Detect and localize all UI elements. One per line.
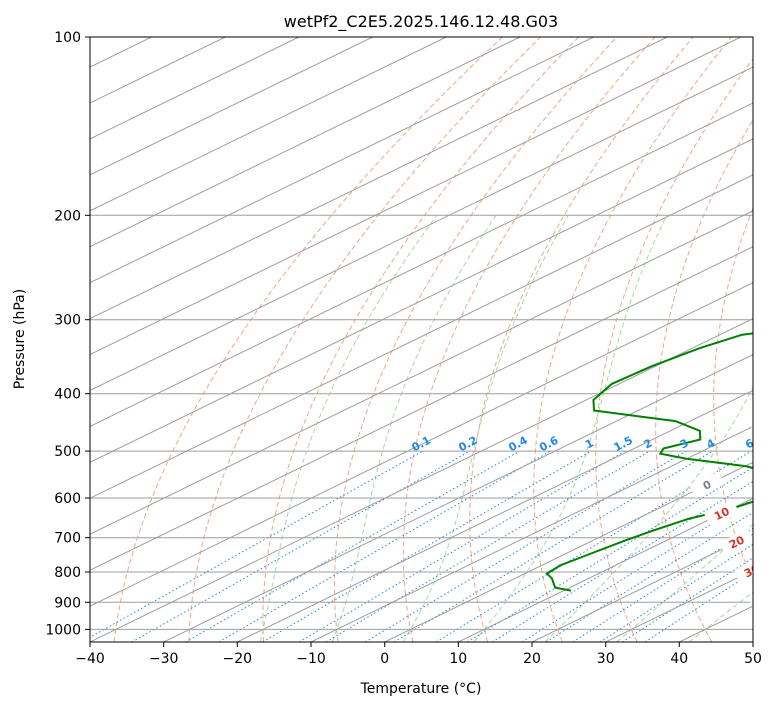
dry-adiabat--40: [113, 37, 503, 642]
isotherm-label-10-bg: [704, 500, 740, 527]
y-tick-label: 100: [54, 30, 81, 46]
mixing-ratio-line-25: [599, 543, 753, 642]
isotherm--100: [90, 102, 753, 427]
isotherm-0: [384, 461, 753, 642]
dry-adiabat-20: [533, 37, 732, 642]
plot-frame: [89, 36, 754, 643]
isotherm-label-30-bg: [734, 557, 753, 585]
isotherm--180: [90, 37, 300, 140]
x-tick-label: 40: [670, 651, 688, 667]
isotherm--30: [163, 353, 753, 642]
isotherm--60: [90, 246, 753, 571]
dry-adiabat--30: [188, 37, 541, 642]
line-labels: 0.10.20.40.611.52346810131620253036-100-…: [410, 406, 762, 613]
chart-title: wetPf2_C2E5.2025.146.12.48.G03: [284, 12, 558, 32]
isotherm--90: [90, 138, 753, 463]
y-axis-title: Pressure (hPa): [12, 289, 28, 389]
profile-series: [545, 332, 753, 592]
dewpoint-profile-line: [545, 332, 753, 592]
y-tick-label: 200: [54, 208, 81, 224]
mixing-ratio-line-0.4: [185, 450, 520, 642]
moist-adiabat-40: [688, 591, 753, 642]
dry-adiabat-30: [595, 58, 753, 642]
mixing-ratio-line-16: [546, 511, 753, 642]
isotherm--130: [90, 37, 668, 320]
mixing-ratio-label: 6: [743, 436, 756, 451]
isotherm--50: [90, 282, 753, 607]
mixing-ratio-line-30: [622, 557, 753, 642]
mixing-ratio-line-1: [262, 450, 592, 642]
x-tick-label: −10: [296, 651, 326, 667]
y-tick-label: 1000: [45, 622, 81, 638]
isotherm-label-30: 30: [742, 562, 762, 581]
x-axis-ticks: −40 −30 −20 −10 0 10 20 30 40 50: [75, 642, 762, 667]
isotherm--10: [310, 425, 753, 642]
isotherm-grid: [90, 37, 753, 642]
x-tick-label: 0: [380, 651, 389, 667]
x-tick-label: −20: [223, 651, 253, 667]
x-tick-label: −40: [75, 651, 105, 667]
isotherm--110: [90, 66, 753, 392]
mixing-ratio-line-2: [325, 450, 650, 642]
dry-adiabat-50: [713, 206, 753, 582]
dry-adiabat--10: [334, 37, 618, 642]
y-tick-label: 800: [54, 565, 81, 581]
mixing-ratio-line-6: [436, 450, 752, 642]
isotherm--120: [90, 37, 742, 356]
x-tick-label: 30: [597, 651, 615, 667]
y-axis-ticks: 100 200 300 400 500 600 700 800 900 1000: [45, 30, 90, 638]
isotherm--170: [90, 37, 373, 176]
dry-adiabats: [113, 37, 753, 642]
y-tick-label: 900: [54, 595, 81, 611]
isotherm--70: [90, 210, 753, 535]
x-tick-label: 20: [523, 651, 541, 667]
isotherm--160: [90, 37, 447, 212]
isotherm-label-10: 10: [712, 505, 732, 524]
isotherm--150: [90, 37, 521, 248]
dry-adiabat-10: [469, 37, 694, 642]
moist-adiabat-20: [544, 385, 753, 642]
isotherm--40: [90, 318, 753, 642]
y-tick-label: 300: [54, 313, 81, 329]
y-tick-label: 500: [54, 444, 81, 460]
isotherm-label-20: 20: [727, 533, 747, 552]
isotherm--20: [237, 389, 753, 642]
moist-adiabat-30: [616, 523, 753, 642]
x-tick-label: −30: [149, 651, 179, 667]
x-tick-label: 50: [744, 651, 762, 667]
y-tick-label: 600: [54, 491, 81, 507]
dry-adiabat--20: [262, 37, 579, 642]
isotherm-label-0-bg: [689, 471, 725, 499]
isotherm--80: [90, 174, 753, 499]
y-tick-label: 700: [54, 531, 81, 547]
moist-adiabat--10: [331, 215, 497, 642]
dry-adiabat-40: [655, 118, 753, 642]
x-tick-label: 10: [449, 651, 467, 667]
isotherm-10: [458, 497, 753, 642]
moist-adiabat-0: [402, 215, 569, 642]
y-tick-label: 400: [54, 387, 81, 403]
isotherm--140: [90, 37, 594, 284]
x-axis-title: Temperature (°C): [360, 681, 482, 697]
isobar-grid: [90, 37, 753, 630]
mixing-ratio-line-13: [521, 497, 753, 642]
mixing-ratio-line-0.6: [218, 450, 551, 642]
moist-adiabat-10: [473, 215, 668, 642]
isotherm-label-20-bg: [719, 528, 753, 556]
